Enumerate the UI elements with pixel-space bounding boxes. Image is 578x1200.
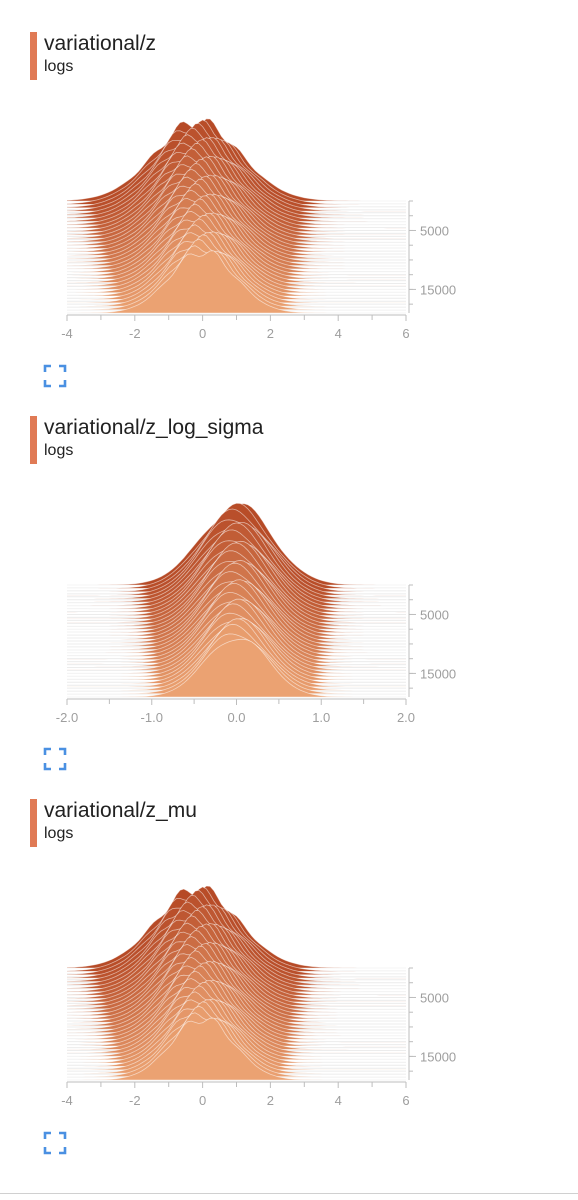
histogram-ridge bbox=[67, 250, 406, 314]
expand-corner bbox=[43, 763, 51, 771]
expand-corner bbox=[43, 1131, 51, 1139]
x-tick-label: -4 bbox=[61, 326, 73, 341]
step-axis: 5000 15000 bbox=[408, 967, 456, 1080]
step-tick-label: 15000 bbox=[420, 282, 456, 297]
x-tick-label: 0.0 bbox=[227, 710, 245, 725]
x-tick-label: -1.0 bbox=[141, 710, 163, 725]
card-title: variational/z_mu bbox=[44, 799, 197, 822]
card-title: variational/z bbox=[44, 32, 157, 55]
x-tick-label: -4 bbox=[61, 1093, 73, 1108]
histogram-ridge bbox=[66, 245, 407, 311]
expand-corner bbox=[59, 763, 67, 771]
histogram-chart: -4 -2 0 2 4 6 5000 15000 bbox=[61, 118, 456, 341]
histogram-chart: -4 -2 0 2 4 6 5000 15000 bbox=[61, 885, 456, 1108]
x-axis: -2.0 -1.0 0.0 1.0 2.0 bbox=[56, 698, 415, 725]
accent-bar bbox=[30, 32, 37, 80]
expand-corner bbox=[43, 380, 51, 388]
step-tick-label: 5000 bbox=[420, 990, 449, 1005]
step-tick-label: 15000 bbox=[420, 666, 456, 681]
histogram-card: variational/z logs -4 -2 0 2 4 6 5000 15000 bbox=[0, 32, 578, 392]
histogram-ridge bbox=[66, 234, 407, 304]
card-subtitle: logs bbox=[44, 58, 74, 75]
step-axis: 5000 15000 bbox=[408, 200, 456, 313]
step-tick-label: 5000 bbox=[420, 223, 449, 238]
expand-corner bbox=[59, 1131, 67, 1139]
x-tick-label: 4 bbox=[335, 326, 342, 341]
x-tick-label: 0 bbox=[199, 326, 206, 341]
histogram-card: variational/z_log_sigma logs -2.0 -1.0 0.0… bbox=[0, 416, 578, 776]
card-subtitle: logs bbox=[44, 825, 74, 842]
step-tick-label: 15000 bbox=[420, 1049, 456, 1064]
x-tick-label: -2 bbox=[129, 1093, 141, 1108]
footer-divider bbox=[0, 1193, 578, 1194]
expand-corner bbox=[59, 380, 67, 388]
fullscreen-expand-icon bbox=[43, 747, 67, 771]
card-title: variational/z_log_sigma bbox=[44, 416, 264, 439]
x-tick-label: 4 bbox=[335, 1093, 342, 1108]
histogram-ridge bbox=[67, 1017, 406, 1081]
x-tick-label: 1.0 bbox=[312, 710, 330, 725]
card-subtitle: logs bbox=[44, 442, 74, 459]
x-axis: -4 -2 0 2 4 6 bbox=[61, 1081, 410, 1108]
fullscreen-expand-icon bbox=[43, 364, 67, 388]
step-axis: 5000 15000 bbox=[408, 584, 456, 697]
x-axis: -4 -2 0 2 4 6 bbox=[61, 314, 410, 341]
histogram-series bbox=[66, 885, 407, 1081]
x-tick-label: 6 bbox=[402, 1093, 409, 1108]
histogram-ridge bbox=[67, 638, 406, 698]
histogram-ridge bbox=[66, 238, 407, 307]
expand-corner bbox=[43, 364, 51, 372]
x-tick-label: 2.0 bbox=[397, 710, 415, 725]
accent-bar bbox=[30, 799, 37, 847]
histogram-ridge bbox=[66, 1001, 407, 1071]
x-tick-label: -2.0 bbox=[56, 710, 78, 725]
histogram-ridge bbox=[66, 1005, 407, 1074]
x-tick-label: 2 bbox=[267, 326, 274, 341]
x-tick-label: -2 bbox=[129, 326, 141, 341]
histogram-card: variational/z_mu logs -4 -2 0 2 4 6 5000 15000 bbox=[0, 799, 578, 1159]
expand-corner bbox=[43, 747, 51, 755]
fullscreen-expand-icon bbox=[43, 1131, 67, 1155]
histogram-ridge bbox=[66, 985, 407, 1057]
histogram-series bbox=[66, 502, 407, 698]
expand-corner bbox=[59, 747, 67, 755]
histogram-series bbox=[66, 118, 407, 314]
expand-corner bbox=[59, 364, 67, 372]
x-tick-label: 2 bbox=[267, 1093, 274, 1108]
x-tick-label: 6 bbox=[402, 326, 409, 341]
expand-button[interactable] bbox=[43, 1131, 67, 1155]
step-tick-label: 5000 bbox=[420, 607, 449, 622]
expand-button[interactable] bbox=[43, 364, 67, 388]
x-tick-label: 0 bbox=[199, 1093, 206, 1108]
expand-button[interactable] bbox=[43, 747, 67, 771]
histogram-ridge bbox=[66, 1012, 407, 1078]
expand-corner bbox=[59, 1147, 67, 1155]
expand-corner bbox=[43, 1147, 51, 1155]
histogram-chart: -2.0 -1.0 0.0 1.0 2.0 5000 15000 bbox=[56, 502, 456, 725]
accent-bar bbox=[30, 416, 37, 464]
